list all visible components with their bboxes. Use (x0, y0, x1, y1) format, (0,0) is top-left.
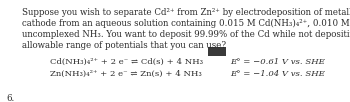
Text: Cd(NH₃)₄²⁺ + 2 e⁻ ⇌ Cd(s) + 4 NH₃: Cd(NH₃)₄²⁺ + 2 e⁻ ⇌ Cd(s) + 4 NH₃ (50, 58, 203, 66)
Text: Suppose you wish to separate Cd²⁺ from Zn²⁺ by electrodeposition of metallic cad: Suppose you wish to separate Cd²⁺ from Z… (22, 8, 350, 17)
Text: uncomplexed NH₃. You want to deposit 99.99% of the Cd while not depositing any Z: uncomplexed NH₃. You want to deposit 99.… (22, 30, 350, 39)
Text: allowable range of potentials that you can use?: allowable range of potentials that you c… (22, 41, 226, 50)
FancyBboxPatch shape (208, 47, 226, 56)
Text: E° = −1.04 V vs. SHE: E° = −1.04 V vs. SHE (230, 70, 325, 78)
Text: E° = −0.61 V vs. SHE: E° = −0.61 V vs. SHE (230, 58, 325, 66)
Text: Zn(NH₃)₄²⁺ + 2 e⁻ ⇌ Zn(s) + 4 NH₃: Zn(NH₃)₄²⁺ + 2 e⁻ ⇌ Zn(s) + 4 NH₃ (50, 70, 202, 78)
Text: 6.: 6. (6, 94, 14, 102)
Text: cathode from an aqueous solution containing 0.015 M Cd(NH₃)₄²⁺, 0.010 M Zn(NH₃)₄: cathode from an aqueous solution contain… (22, 19, 350, 28)
